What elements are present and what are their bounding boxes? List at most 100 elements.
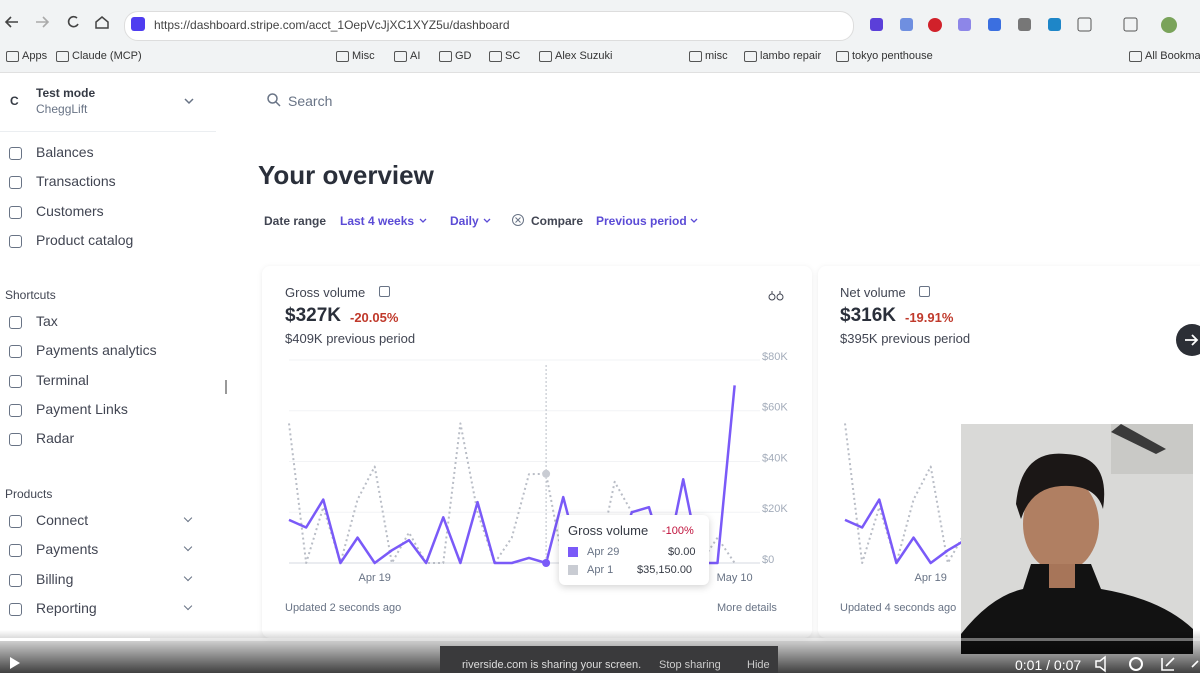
hover-point [542, 469, 551, 478]
bookmark[interactable]: SC [505, 50, 521, 62]
nav-icon [9, 374, 22, 388]
y-tick-label: $60K [762, 402, 788, 414]
nav-icon [9, 403, 22, 417]
card-title: Gross volume [285, 285, 366, 300]
y-tick-label: $80K [762, 351, 788, 363]
data-line [844, 423, 966, 564]
nav-item[interactable]: Tax [36, 313, 58, 329]
card-change: -20.05% [350, 310, 399, 325]
video-progress-played [0, 638, 150, 641]
x-tick-label: Apr 19 [914, 572, 946, 584]
account-initial: C [10, 94, 19, 108]
account-chevron[interactable] [182, 94, 196, 108]
card-title: Net volume [840, 285, 906, 300]
video-progress[interactable] [0, 638, 1200, 641]
compare-label: Compare [531, 214, 584, 228]
bookmark[interactable]: GD [455, 50, 472, 62]
nav-icon [9, 433, 22, 447]
bookmark-icon [56, 51, 69, 62]
nav-item[interactable]: Customers [36, 202, 104, 219]
extension-icons[interactable] [862, 12, 1192, 38]
bookmark-icon [539, 51, 552, 62]
explore-icon[interactable] [768, 288, 784, 302]
bookmark[interactable]: AI [410, 50, 421, 62]
card-change: -19.91% [905, 310, 954, 325]
bookmark[interactable]: Alex Suzuki [555, 50, 613, 62]
bookmark[interactable]: Apps [22, 50, 48, 62]
nav-item[interactable]: Transactions [36, 173, 116, 190]
bookmark[interactable]: All Bookmarks [1145, 50, 1200, 62]
select-chevrons [419, 218, 491, 223]
nav-icon [9, 345, 22, 359]
site-icon [131, 17, 145, 31]
filter-label: Date range [264, 214, 327, 228]
bookmark-icon [836, 51, 849, 62]
nav-item[interactable]: Radar [36, 430, 75, 447]
address-bar[interactable] [124, 11, 854, 41]
bookmark[interactable]: Misc [352, 50, 375, 62]
nav-icon [9, 205, 22, 219]
bookmark[interactable]: lambo repair [760, 50, 822, 62]
nav-item[interactable]: Billing [36, 570, 74, 587]
bookmark-icon [439, 51, 452, 62]
compare-select[interactable]: Previous period [596, 214, 687, 228]
line-chart: $0 $20K $40K $60K $80K Apr 19 May 10 [288, 351, 788, 584]
nav-heading: Shortcuts [5, 288, 56, 302]
data-line [844, 498, 966, 565]
nav-icon [9, 573, 22, 587]
nav-icon [9, 602, 22, 616]
resize-handle [225, 380, 227, 394]
card-previous: $409K previous period [285, 331, 416, 346]
nav-item[interactable]: Reporting [36, 599, 97, 616]
nav-item[interactable]: Product catalog [36, 231, 134, 248]
bookmark[interactable]: Claude (MCP) [72, 50, 142, 62]
nav-item[interactable]: Payment Links [36, 400, 128, 417]
browser-nav-buttons[interactable] [0, 10, 115, 34]
hover-point [542, 559, 551, 567]
account-mode: Test mode [36, 86, 96, 100]
bookmark[interactable]: tokyo penthouse [852, 50, 933, 62]
play-button[interactable] [8, 656, 22, 670]
date-range-select[interactable]: Last 4 weeks [340, 214, 415, 228]
page-title: Your overview [258, 160, 434, 190]
tooltip-swatch [568, 547, 578, 557]
nav-item[interactable]: Balances [36, 144, 94, 160]
bookmark-icon [744, 51, 757, 62]
bookmark-icon [336, 51, 349, 62]
nav-item[interactable]: Payments [36, 541, 99, 558]
nav-item[interactable]: Payments analytics [36, 342, 157, 359]
chart-tooltip [559, 515, 709, 585]
bookmark-icon [489, 51, 502, 62]
bookmark-icon [689, 51, 702, 62]
hide-button[interactable]: Hide [747, 659, 770, 671]
nav-icon [9, 316, 22, 329]
account-name: CheggLift [36, 102, 88, 116]
bookmarks-bar [0, 42, 1200, 73]
card-value: $327K [285, 305, 341, 326]
divider [0, 131, 216, 132]
card-updated: Updated 2 seconds ago [285, 602, 402, 614]
bookmark-icon [394, 51, 407, 62]
video-time: 0:01 / 0:07 [1015, 657, 1082, 673]
bookmark[interactable]: misc [705, 50, 728, 62]
nav-item[interactable]: Terminal [36, 371, 89, 388]
webcam-feed [961, 424, 1193, 654]
x-tick-label: May 10 [717, 572, 753, 584]
video-buttons[interactable] [1094, 655, 1200, 673]
next-arrow[interactable] [1176, 324, 1200, 356]
share-banner [440, 646, 778, 673]
bookmark-icon [6, 51, 19, 62]
search-icon [267, 93, 281, 107]
card-previous: $395K previous period [840, 331, 971, 346]
more-details-link[interactable]: More details [717, 602, 777, 614]
tooltip-value: $0.00 [668, 546, 696, 558]
interval-select[interactable]: Daily [450, 214, 479, 228]
card-value: $316K [840, 305, 896, 326]
stop-sharing-button[interactable]: Stop sharing [659, 659, 721, 671]
nav-item[interactable]: Connect [36, 512, 89, 528]
card-updated: Updated 4 seconds ago [840, 602, 957, 614]
y-tick-label: $40K [762, 452, 788, 464]
line-chart: Apr 19 [844, 423, 966, 584]
tooltip-value: $35,150.00 [637, 564, 693, 576]
search-input[interactable]: Search [288, 93, 333, 109]
